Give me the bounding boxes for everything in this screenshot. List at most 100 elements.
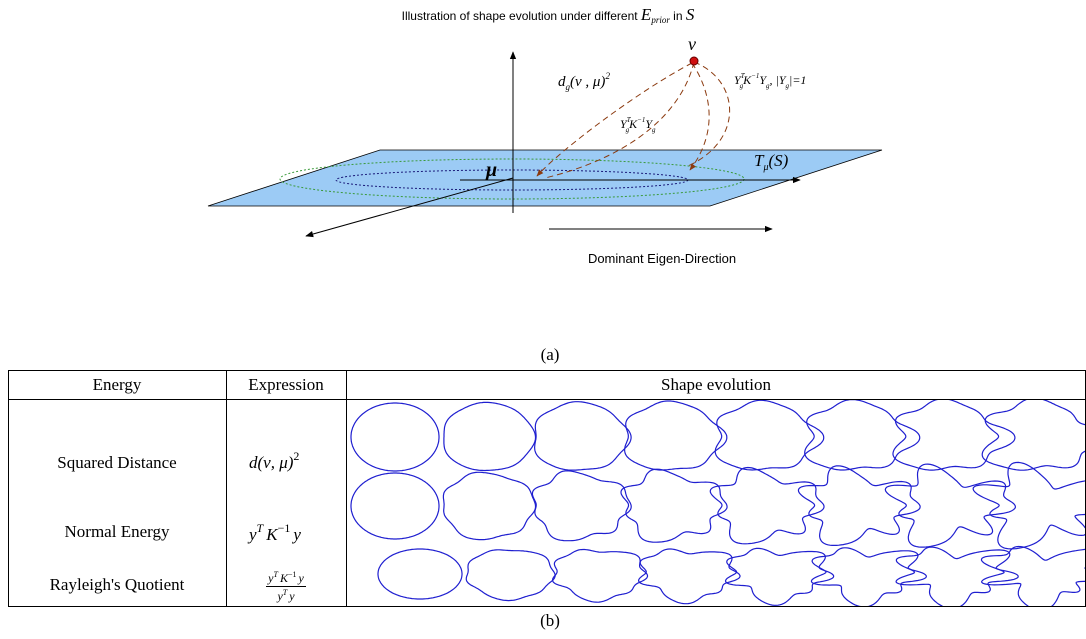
table-grid (8, 370, 1086, 607)
mu-label: μ (485, 159, 497, 181)
header-cell: Shape evolution (661, 375, 772, 394)
distance-path (536, 62, 693, 177)
expr-part: y (267, 571, 274, 585)
shape-outline (623, 400, 728, 471)
normal-part: T (627, 116, 632, 124)
shape-outline (980, 545, 1085, 606)
expr-part: y (247, 525, 257, 544)
normal-part: Y (645, 117, 653, 131)
title-text: Illustration of shape evolution under di… (402, 9, 639, 23)
tangent-part: (S) (769, 151, 789, 170)
energy-cell: Rayleigh's Quotient (50, 575, 185, 594)
shape-evolution (350, 400, 1085, 606)
expr-part: d(ν, μ) (249, 453, 294, 472)
unit-part: Y (734, 73, 742, 87)
shape-outline (981, 400, 1085, 471)
shape-outline (804, 400, 921, 471)
shape-outline (350, 402, 440, 472)
shape-outline (443, 401, 537, 472)
depth-axis (305, 177, 514, 238)
unit-path-outer (687, 61, 731, 167)
header-cell: Energy (93, 375, 142, 394)
shape-outline (350, 472, 440, 540)
header-cell: Expression (248, 375, 324, 394)
distance-label: dg(ν , μ)2 (558, 71, 610, 92)
shape-outline (709, 466, 825, 545)
unit-part: |=1 (789, 73, 806, 87)
title-symbol: S (686, 5, 695, 24)
unit-part: −1 (751, 72, 759, 80)
expr-part: y (297, 571, 304, 585)
unit-part: T (741, 72, 746, 80)
distance-part: g (566, 82, 571, 92)
shape-outline (531, 470, 632, 542)
unit-path-label: YT gK−1Yg, |Yg|=1 (734, 72, 806, 90)
unit-part: g (766, 82, 770, 90)
normal-path-label: YT gK−1Yg (620, 116, 656, 134)
shape-outline (797, 465, 921, 546)
outer-ellipse (279, 158, 745, 200)
normal-part: −1 (637, 116, 645, 124)
shape-outline (884, 463, 1017, 548)
energy-cell: Normal Energy (65, 522, 170, 541)
nu-label: ν (688, 34, 696, 54)
fraction-numerator: yT K−1 y (267, 570, 304, 585)
normal-part: K (628, 117, 638, 131)
shape-outline (895, 546, 1019, 606)
shape-outline (620, 468, 728, 543)
shape-outline (533, 401, 632, 471)
shape-outline (810, 547, 927, 606)
shape-outline (442, 471, 537, 541)
expr-part: −1 (278, 521, 291, 535)
shape-outline (637, 548, 741, 605)
table-border (8, 370, 1086, 607)
expr-part: y (291, 525, 301, 544)
expr-part: T (257, 521, 265, 535)
expr-part: −1 (288, 570, 297, 579)
caption-a: (a) (541, 345, 560, 364)
normal-part: Y (620, 117, 628, 131)
title-symbol: E (640, 5, 652, 24)
direction-label: Dominant Eigen-Direction (588, 251, 736, 266)
shape-outline (377, 548, 463, 600)
title-text: in (673, 9, 682, 23)
distance-part: 2 (605, 71, 610, 81)
shape-outline (892, 400, 1016, 471)
normal-part: g (626, 126, 630, 134)
unit-part: K (742, 73, 752, 87)
unit-part: Y (759, 73, 767, 87)
energy-cell: Squared Distance (57, 453, 176, 472)
point-nu (689, 56, 699, 66)
fraction-denominator: yT y (276, 588, 295, 603)
expr-part: T (274, 570, 279, 579)
tangent-label: Tμ(S) (754, 151, 789, 173)
distance-part: (ν , μ) (570, 74, 605, 90)
caption-b: (b) (540, 611, 560, 630)
shape-outline (465, 549, 556, 602)
expr-part: K (279, 571, 289, 585)
table-text: Energy Expression Shape evolution Square… (50, 375, 772, 630)
tangent-plane (207, 149, 883, 207)
figure-title: Illustration of shape evolution under di… (402, 5, 695, 26)
expr-part: 2 (293, 449, 299, 463)
unit-path (689, 62, 710, 171)
tangent-part: μ (762, 162, 768, 173)
unit-part: , |Y (770, 73, 787, 87)
title-symbol-sub: prior (650, 15, 670, 25)
expr-part: y (276, 589, 283, 603)
unit-part: g (740, 82, 744, 90)
normal-part: g (652, 126, 656, 134)
shape-outline (714, 400, 825, 471)
expression-cell: d(ν, μ)2 (249, 449, 299, 472)
shape-outline (972, 461, 1085, 550)
expr-part: y (288, 589, 295, 603)
distance-part: d (558, 74, 566, 90)
expression-cell: yT K−1 y (247, 521, 301, 544)
expr-part: T (283, 588, 288, 597)
normal-path (544, 61, 695, 179)
shape-outline (552, 548, 649, 603)
unit-part: g (786, 82, 790, 90)
expr-part: K (265, 525, 279, 544)
